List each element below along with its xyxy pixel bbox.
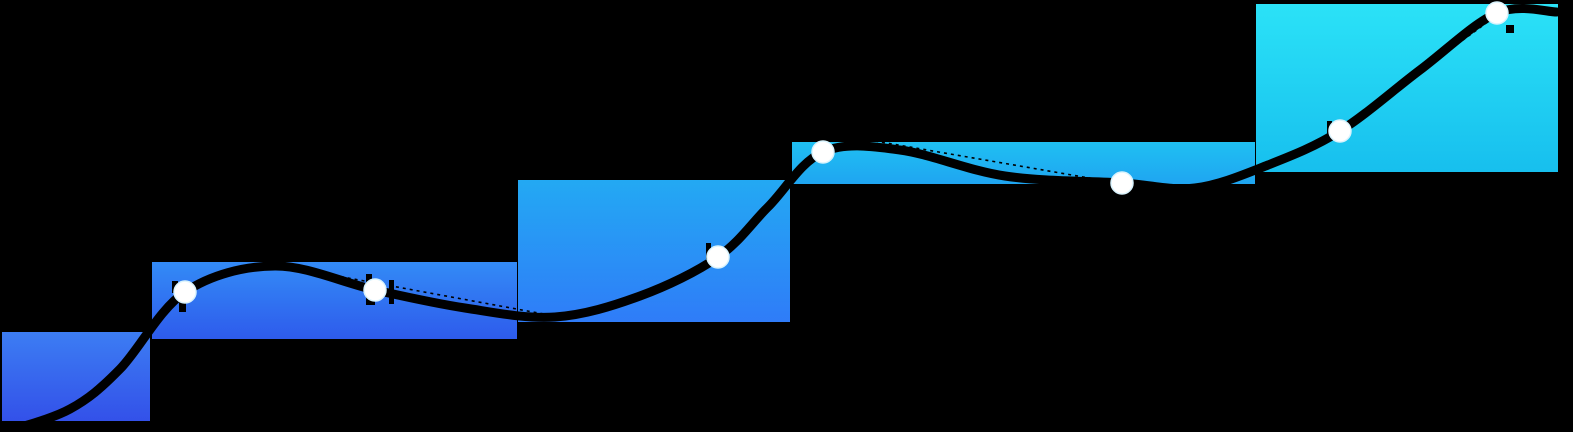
milestone-dot-5: [1110, 171, 1134, 195]
label-fragment-2: [179, 300, 186, 312]
milestone-dot-7: [1485, 1, 1509, 25]
dashed-trend-segment-2: [874, 140, 1125, 185]
growth-curve: [3, 3, 1562, 432]
growth-curve-layer: [3, 3, 1562, 432]
step-rect-3: [518, 180, 790, 322]
label-fragment-9: [1506, 25, 1514, 33]
milestone-dot-6: [1328, 119, 1352, 143]
milestone-dot-4: [811, 140, 835, 164]
label-fragment-3: [366, 274, 372, 285]
milestone-dot-2: [363, 278, 387, 302]
milestone-dot-3: [706, 245, 730, 269]
milestone-dots-layer: [173, 1, 1509, 304]
step-rectangles-layer: [2, 4, 1558, 421]
milestone-dot-1: [173, 280, 197, 304]
